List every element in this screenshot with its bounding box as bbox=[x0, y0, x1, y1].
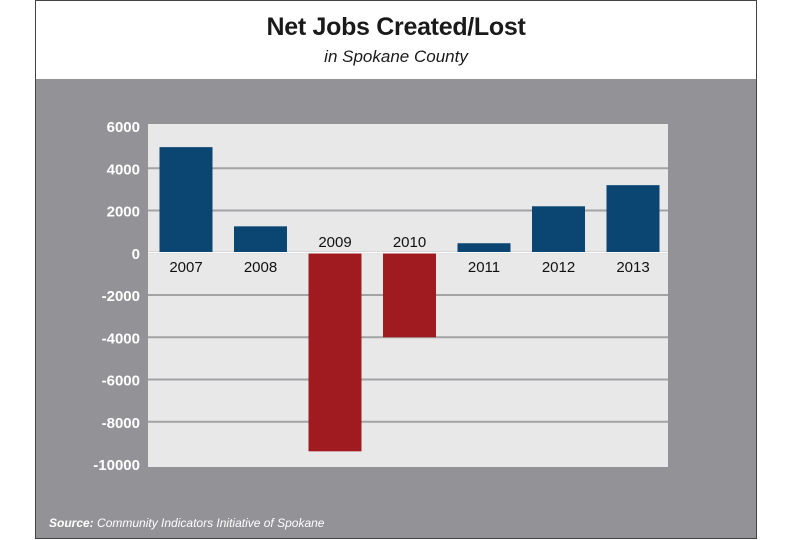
y-tick-label: 0 bbox=[132, 246, 140, 263]
x-tick-label: 2010 bbox=[393, 234, 426, 251]
source-note: Source: Community Indicators Initiative … bbox=[49, 516, 324, 530]
x-tick-label: 2008 bbox=[244, 259, 277, 276]
x-tick-label: 2009 bbox=[318, 234, 351, 251]
bar-2010 bbox=[383, 252, 436, 338]
bar-2013 bbox=[606, 185, 660, 253]
y-tick-label: -6000 bbox=[102, 373, 140, 390]
source-label: Source: bbox=[49, 516, 94, 530]
y-tick-label: -4000 bbox=[102, 330, 140, 347]
y-tick-label: 6000 bbox=[107, 119, 140, 136]
x-tick-label: 2011 bbox=[468, 259, 500, 276]
bar-2008 bbox=[234, 226, 287, 253]
y-tick-label: 2000 bbox=[107, 204, 140, 221]
y-tick-label: -10000 bbox=[93, 457, 140, 474]
chart-header: Net Jobs Created/Lost in Spokane County bbox=[36, 1, 756, 79]
bar-2007 bbox=[159, 147, 213, 253]
bar-2012 bbox=[532, 206, 585, 253]
x-tick-label: 2012 bbox=[542, 259, 575, 276]
source-text: Community Indicators Initiative of Spoka… bbox=[97, 516, 325, 530]
x-tick-label: 2013 bbox=[616, 259, 649, 276]
bar-2011 bbox=[457, 243, 511, 253]
y-tick-label: -2000 bbox=[102, 288, 140, 305]
chart-title: Net Jobs Created/Lost bbox=[266, 13, 526, 41]
chart-subtitle: in Spokane County bbox=[324, 47, 468, 66]
y-tick-label: -8000 bbox=[102, 415, 140, 432]
y-tick-label: 4000 bbox=[107, 161, 140, 178]
x-tick-label: 2007 bbox=[169, 259, 202, 276]
bar-2009 bbox=[308, 252, 362, 452]
